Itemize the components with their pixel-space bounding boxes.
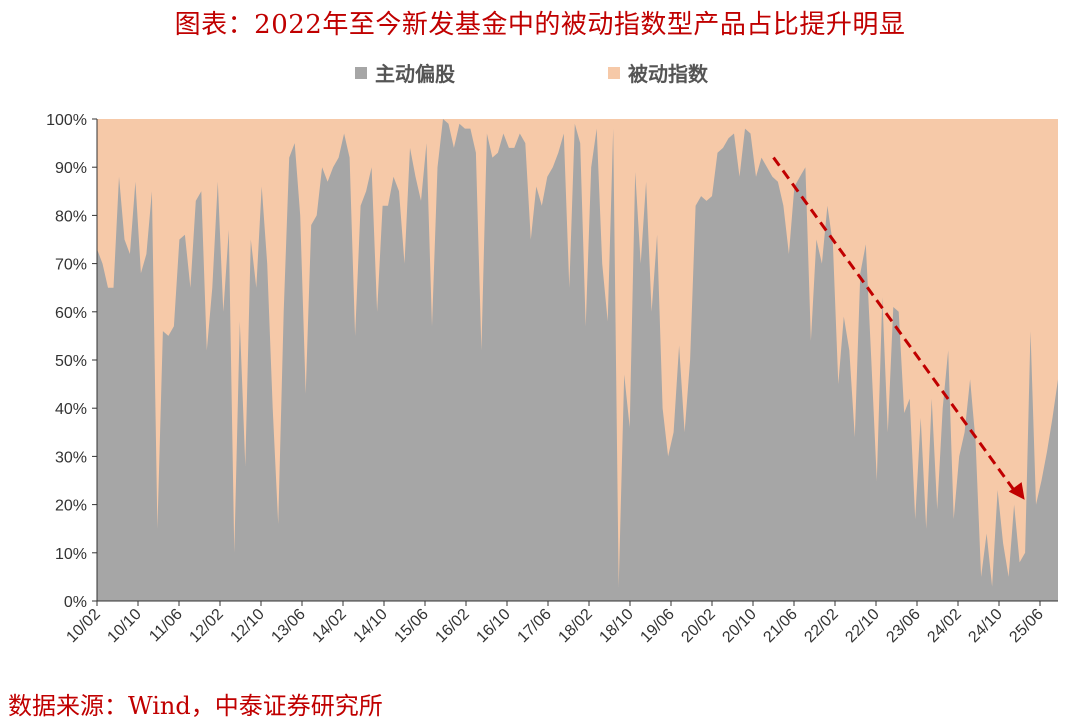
x-tick-label: 17/06 [514,606,554,646]
y-tick-label: 40% [55,401,87,418]
x-tick-label: 22/10 [842,606,882,646]
y-tick-label: 100% [46,112,87,129]
legend-label-passive: 被动指数 [628,62,708,86]
x-tick-label: 16/10 [473,606,513,646]
x-tick-label: 24/10 [965,606,1005,646]
active-area [97,119,1058,601]
x-tick-label: 21/06 [760,606,800,646]
x-tick-label: 10/02 [63,606,103,646]
legend-swatch-active [355,66,367,79]
y-tick-label: 90% [55,160,87,177]
x-tick-label: 23/06 [883,606,923,646]
x-tick-label: 16/02 [432,606,472,646]
y-tick-label: 20% [55,498,87,515]
legend-swatch-passive [608,66,620,79]
legend-label-active: 主动偏股 [375,62,455,86]
x-tick-label: 25/06 [1006,606,1046,646]
x-tick-label: 12/02 [186,606,226,646]
y-tick-label: 70% [55,257,87,274]
x-tick-label: 20/10 [719,606,759,646]
x-tick-label: 19/06 [637,606,677,646]
y-tick-label: 10% [55,546,87,563]
legend-item-passive: 被动指数 [608,58,708,87]
legend-item-active: 主动偏股 [355,58,455,87]
x-tick-label: 18/10 [596,606,636,646]
y-tick-label: 60% [55,305,87,322]
chart-area: 0% 10% 20% 30% 40% 50% 60% 70% 80% 90% 100% 10/02 10… [46,112,1058,646]
x-tick-label: 22/02 [801,606,841,646]
y-tick-label: 30% [55,449,87,466]
x-tick-label: 18/02 [555,606,595,646]
chart-title: 图表：2022年至今新发基金中的被动指数型产品占比提升明显 [174,10,906,40]
chart-legend: 主动偏股 被动指数 [0,58,1080,88]
y-tick-label: 80% [55,208,87,225]
trend-arrow-head [1008,482,1025,500]
x-tick-label: 20/02 [678,606,718,646]
x-tick-label: 13/06 [268,606,308,646]
x-tick-label: 11/06 [146,606,186,646]
x-tick-label: 14/10 [350,606,390,646]
x-tick-label: 10/10 [104,606,144,646]
x-tick-label: 15/06 [391,606,431,646]
y-tick-label: 50% [55,353,87,370]
data-source-note: 数据来源：Wind，中泰证券研究所 [8,692,383,720]
x-tick-label: 24/02 [924,606,964,646]
trend-arrow-line [772,156,1018,495]
x-tick-label: 12/10 [227,606,267,646]
y-tick-label: 0% [64,594,87,611]
x-tick-label: 14/02 [309,606,349,646]
